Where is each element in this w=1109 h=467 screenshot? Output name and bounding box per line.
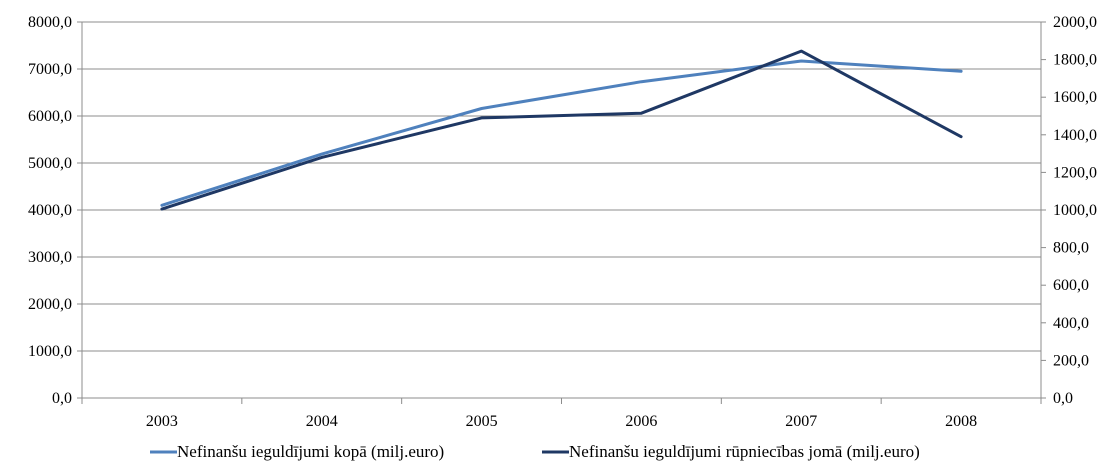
legend-label-1: Nefinanšu ieguldījumi kopā (milj.euro): [177, 442, 444, 461]
left-axis-tick-label: 2000,0: [28, 296, 72, 313]
x-axis-tick-label: 2005: [466, 413, 498, 430]
right-axis-tick-label: 800,0: [1053, 240, 1089, 257]
right-axis-tick-label: 0,0: [1053, 390, 1073, 407]
right-axis-tick-label: 1000,0: [1053, 202, 1097, 219]
left-axis-tick-label: 7000,0: [28, 61, 72, 78]
right-axis-tick-label: 1400,0: [1053, 127, 1097, 144]
right-axis-tick-label: 200,0: [1053, 352, 1089, 369]
right-axis-tick-label: 400,0: [1053, 315, 1089, 332]
right-axis-tick-label: 1200,0: [1053, 164, 1097, 181]
left-axis-tick-label: 0,0: [52, 390, 72, 407]
left-axis-tick-label: 6000,0: [28, 108, 72, 125]
x-axis-tick-label: 2003: [146, 413, 178, 430]
series-line-2: [160, 49, 963, 211]
x-axis-tick-label: 2004: [306, 413, 338, 430]
series-line-1: [160, 59, 963, 207]
right-axis-tick-label: 1600,0: [1053, 89, 1097, 106]
x-axis-tick-label: 2006: [625, 413, 657, 430]
legend-label-2: Nefinanšu ieguldījumi rūpniecības jomā (…: [569, 442, 920, 461]
left-axis-tick-label: 1000,0: [28, 343, 72, 360]
x-axis-tick-label: 2008: [945, 413, 977, 430]
left-axis-tick-label: 8000,0: [28, 14, 72, 31]
right-axis-tick-label: 600,0: [1053, 277, 1089, 294]
right-axis-tick-label: 1800,0: [1053, 52, 1097, 69]
right-axis-tick-label: 2000,0: [1053, 14, 1097, 31]
left-axis-tick-label: 4000,0: [28, 202, 72, 219]
left-axis-tick-label: 3000,0: [28, 249, 72, 266]
left-axis-tick-label: 5000,0: [28, 155, 72, 172]
x-axis-tick-label: 2007: [785, 413, 817, 430]
